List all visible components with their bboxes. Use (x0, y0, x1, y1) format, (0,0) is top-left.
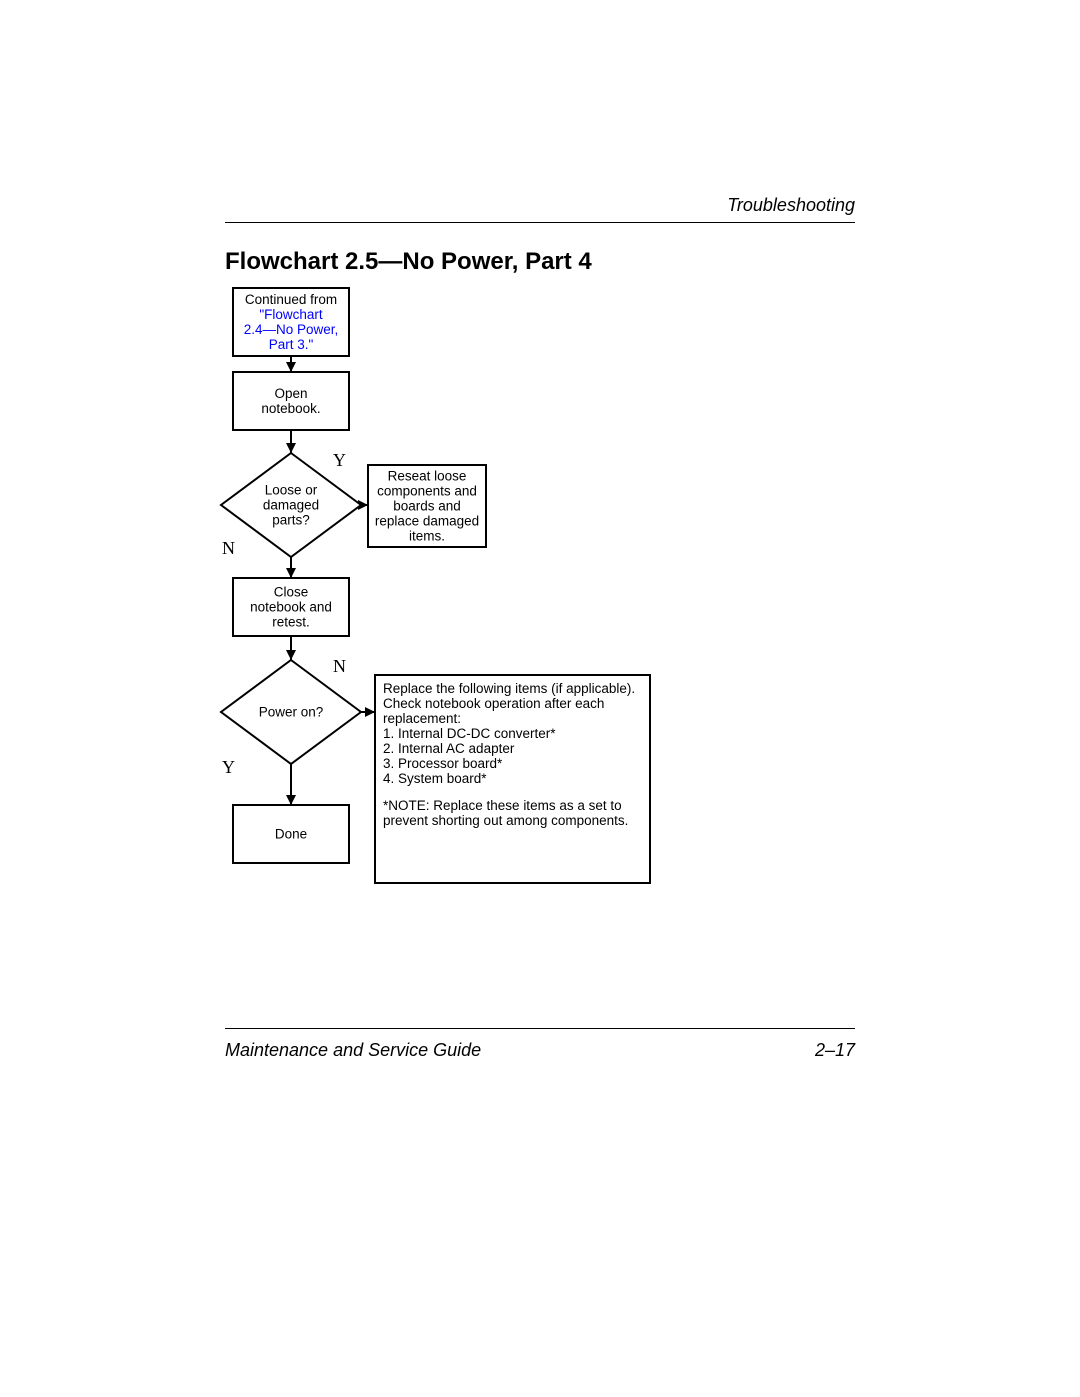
svg-text:retest.: retest. (272, 615, 310, 630)
svg-text:Loose or: Loose or (265, 483, 318, 498)
svg-text:replace damaged: replace damaged (375, 514, 479, 529)
svg-text:1. Internal DC-DC converter*: 1. Internal DC-DC converter* (383, 726, 556, 741)
footer-left: Maintenance and Service Guide (225, 1040, 481, 1061)
svg-text:Y: Y (222, 757, 235, 777)
svg-text:parts?: parts? (272, 513, 310, 528)
svg-text:Open: Open (274, 386, 307, 401)
flowchart: Y N N Y Continued from"Flowchart2.4—No Power… (0, 0, 1080, 1397)
svg-text:2. Internal AC adapter: 2. Internal AC adapter (383, 741, 515, 756)
svg-text:notebook.: notebook. (261, 401, 320, 416)
footer-right: 2–17 (815, 1040, 855, 1061)
svg-text:Check notebook operation after: Check notebook operation after each (383, 696, 604, 711)
footer-rule (225, 1028, 855, 1029)
svg-text:Y: Y (333, 450, 346, 470)
svg-text:N: N (222, 538, 235, 558)
svg-text:replacement:: replacement: (383, 711, 461, 726)
svg-text:3. Processor board*: 3. Processor board* (383, 756, 503, 771)
svg-text:Part 3.": Part 3." (269, 337, 314, 352)
svg-text:components and: components and (377, 484, 477, 499)
svg-text:prevent shorting out among com: prevent shorting out among components. (383, 813, 628, 828)
svg-text:Close: Close (274, 585, 309, 600)
page: Troubleshooting Flowchart 2.5—No Power, … (0, 0, 1080, 1397)
svg-text:2.4—No Power,: 2.4—No Power, (244, 322, 339, 337)
svg-text:Replace the following items (i: Replace the following items (if applicab… (383, 681, 635, 696)
svg-text:"Flowchart: "Flowchart (259, 307, 323, 322)
svg-text:Continued from: Continued from (245, 292, 337, 307)
svg-text:Reseat loose: Reseat loose (388, 469, 467, 484)
svg-text:*NOTE: Replace these items as: *NOTE: Replace these items as a set to (383, 798, 622, 813)
svg-text:N: N (333, 656, 346, 676)
svg-text:4. System board*: 4. System board* (383, 771, 487, 786)
svg-text:notebook and: notebook and (250, 600, 332, 615)
svg-text:Power on?: Power on? (259, 705, 324, 720)
svg-text:damaged: damaged (263, 498, 319, 513)
svg-text:Done: Done (275, 827, 307, 842)
svg-text:items.: items. (409, 529, 445, 544)
svg-text:boards and: boards and (393, 499, 461, 514)
